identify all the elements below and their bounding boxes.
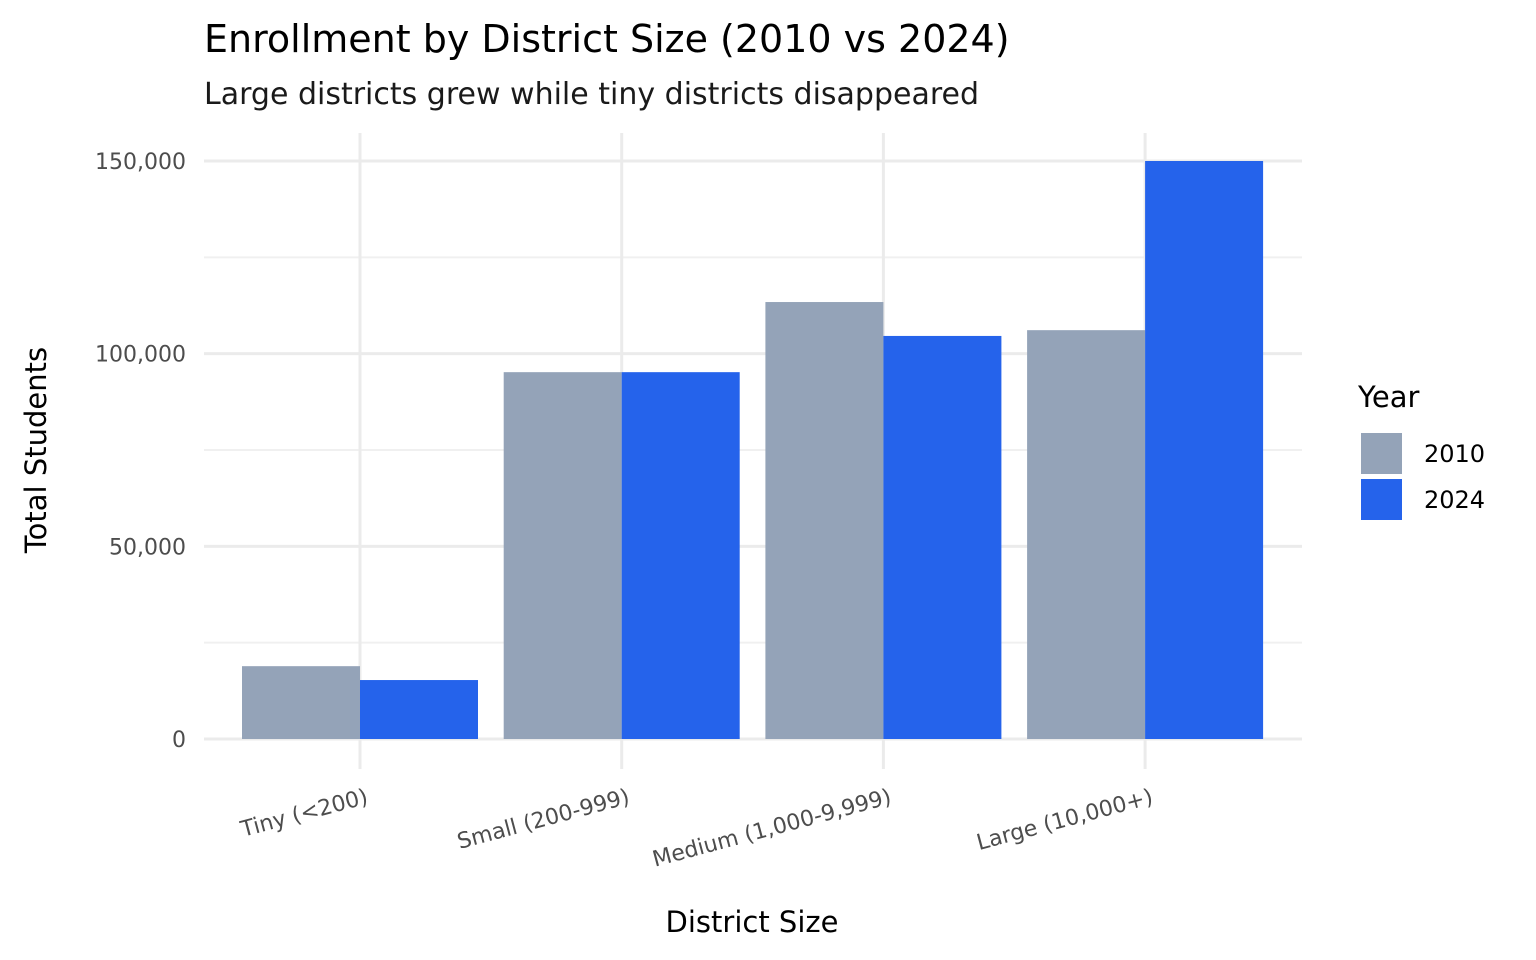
bar-2010-1: [503, 372, 622, 739]
bar-2024-0: [360, 680, 478, 739]
legend-title: Year: [1357, 380, 1419, 414]
y-axis-ticks: 0 50,000 100,000 150,000: [95, 150, 186, 753]
legend-swatch-2010: [1361, 433, 1402, 474]
y-tick-label: 0: [172, 728, 186, 753]
y-tick-label: 100,000: [95, 343, 186, 368]
y-axis-title: Total Students: [19, 347, 53, 554]
legend-label-2024: 2024: [1424, 486, 1485, 514]
bar-2024-3: [1145, 161, 1264, 739]
legend: Year 2010 2024: [1357, 380, 1485, 520]
bar-2010-3: [1027, 330, 1146, 739]
chart-subtitle: Large districts grew while tiny district…: [204, 77, 979, 112]
legend-swatch-2024: [1361, 479, 1402, 520]
x-tick-label: Large (10,000+): [974, 785, 1156, 856]
bar-2010-0: [242, 666, 360, 739]
bars: [242, 161, 1264, 739]
x-axis-title: District Size: [666, 905, 839, 939]
x-tick-label: Medium (1,000-9,999): [650, 785, 894, 873]
y-tick-label: 150,000: [95, 150, 186, 175]
x-axis-ticks: Tiny (<200) Small (200-999) Medium (1,000-…: [237, 785, 1156, 873]
y-tick-label: 50,000: [109, 535, 186, 560]
bar-2010-2: [765, 302, 884, 739]
x-tick-label: Tiny (<200): [237, 785, 370, 843]
chart-title: Enrollment by District Size (2010 vs 202…: [204, 17, 1010, 61]
legend-label-2010: 2010: [1424, 440, 1485, 468]
x-tick-label: Small (200-999): [455, 785, 633, 855]
bar-2024-1: [621, 372, 740, 739]
bar-2024-2: [883, 335, 1002, 739]
